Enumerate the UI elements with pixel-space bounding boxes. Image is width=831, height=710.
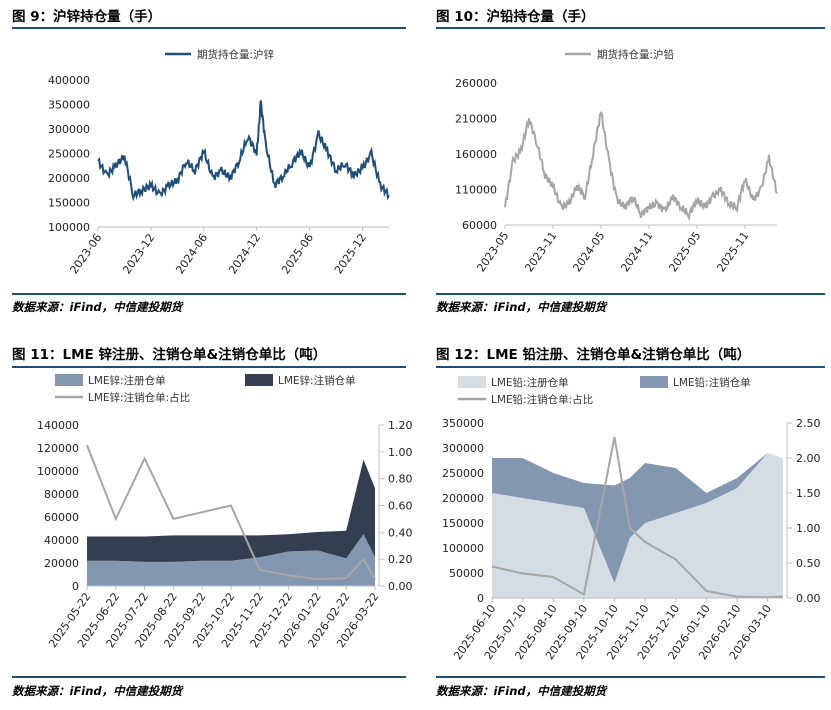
y-tick-label: 350000 bbox=[48, 99, 90, 112]
legend-label-pb-open-interest: 期货持仓量:沪铅 bbox=[597, 48, 675, 61]
y2-tick-label: 0.80 bbox=[388, 473, 413, 486]
y2-tick-label: 0.50 bbox=[796, 557, 821, 570]
chart-title-lme-zn-warrants: 图 11：LME 锌注册、注销仓单&注销仓单比（吨） bbox=[12, 347, 327, 363]
y2-tick-label: 0.00 bbox=[796, 592, 821, 605]
x-tick-label: 2023-11 bbox=[522, 229, 559, 274]
footer-rule bbox=[436, 676, 825, 678]
legend-label-lme-zn-2: LME锌:注销仓单:占比 bbox=[88, 391, 190, 404]
y-tick-label: 40000 bbox=[44, 534, 79, 547]
footer-rule bbox=[12, 293, 406, 295]
y2-tick-label: 2.00 bbox=[796, 452, 821, 465]
legend-label-lme-zn-0: LME锌:注册仓单 bbox=[88, 374, 166, 387]
footer-rule bbox=[12, 676, 406, 678]
x-tick-label: 2024-05 bbox=[570, 229, 607, 274]
x-tick-label: 2025-12 bbox=[332, 231, 369, 276]
x-tick-label: 2025-11 bbox=[714, 229, 751, 274]
series-line-pb-open-interest bbox=[504, 110, 778, 222]
line-lme-zn-ratio bbox=[86, 444, 376, 581]
y-tick-label: 50000 bbox=[449, 567, 484, 580]
source-note: 数据来源：iFind，中信建投期货 bbox=[12, 684, 183, 698]
chart-title-lme-pb-warrants: 图 12：LME 铅注册、注销仓单&注销仓单比（吨） bbox=[436, 347, 751, 363]
chart-title-pb-open-interest: 图 10：沪铅持仓量（手） bbox=[436, 9, 595, 25]
y-tick-label: 100000 bbox=[442, 542, 484, 555]
x-tick-label: 2025-06 bbox=[279, 231, 316, 276]
area-lme-zn-registered bbox=[87, 534, 375, 586]
y-tick-label: 210000 bbox=[455, 113, 497, 126]
legend-label-lme-pb-2: LME铅:注销仓单:占比 bbox=[491, 393, 593, 406]
title-rule bbox=[12, 366, 406, 368]
y2-tick-label: 0.60 bbox=[388, 500, 413, 513]
x-tick-label: 2024-12 bbox=[226, 231, 263, 276]
legend-label-lme-zn-1: LME锌:注销仓单 bbox=[278, 374, 356, 387]
y-tick-label: 250000 bbox=[48, 148, 90, 161]
y2-tick-label: 0.00 bbox=[388, 580, 413, 593]
legend-swatch-lme-zn-0 bbox=[55, 374, 83, 386]
y-tick-label: 250000 bbox=[442, 467, 484, 480]
y-tick-label: 150000 bbox=[442, 517, 484, 530]
title-rule bbox=[12, 27, 406, 29]
y-tick-label: 120000 bbox=[37, 442, 79, 455]
line-lme-pb-ratio bbox=[491, 436, 784, 599]
y-tick-label: 110000 bbox=[455, 184, 497, 197]
x-tick-label: 2023-12 bbox=[120, 231, 157, 276]
y-tick-label: 100000 bbox=[37, 465, 79, 478]
source-note: 数据来源：iFind，中信建投期货 bbox=[12, 300, 183, 314]
legend-label-lme-pb-0: LME铅:注册仓单 bbox=[491, 376, 569, 389]
y-tick-label: 60000 bbox=[462, 219, 497, 232]
y-tick-label: 200000 bbox=[48, 172, 90, 185]
y2-tick-label: 1.20 bbox=[388, 419, 413, 432]
y-tick-label: 300000 bbox=[442, 442, 484, 455]
y-tick-label: 150000 bbox=[48, 197, 90, 210]
y2-tick-label: 2.50 bbox=[796, 417, 821, 430]
y-tick-label: 0 bbox=[477, 592, 484, 605]
y2-tick-label: 0.20 bbox=[388, 553, 413, 566]
y-tick-label: 400000 bbox=[48, 74, 90, 87]
x-tick-label: 2024-11 bbox=[618, 229, 655, 274]
title-rule bbox=[436, 27, 825, 29]
y-tick-label: 100000 bbox=[48, 221, 90, 234]
y-tick-label: 350000 bbox=[442, 417, 484, 430]
y2-tick-label: 1.00 bbox=[388, 446, 413, 459]
y-tick-label: 200000 bbox=[442, 492, 484, 505]
area-lme-pb-registered bbox=[492, 453, 783, 598]
y-tick-label: 160000 bbox=[455, 148, 497, 161]
legend-label-zn-open-interest: 期货持仓量:沪锌 bbox=[197, 48, 275, 61]
area-lme-pb-cancelled bbox=[492, 453, 783, 583]
chart-title-zn-open-interest: 图 9：沪锌持仓量（手） bbox=[12, 9, 162, 25]
legend-swatch-lme-pb-0 bbox=[458, 376, 486, 388]
y-tick-label: 260000 bbox=[455, 77, 497, 90]
x-tick-label: 2025-05 bbox=[666, 229, 703, 274]
y-tick-label: 140000 bbox=[37, 419, 79, 432]
legend-swatch-lme-zn-1 bbox=[245, 374, 273, 386]
y2-tick-label: 0.40 bbox=[388, 526, 413, 539]
source-note: 数据来源：iFind，中信建投期货 bbox=[436, 300, 607, 314]
x-tick-label: 2023-05 bbox=[474, 229, 511, 274]
area-lme-zn-cancelled bbox=[87, 459, 375, 562]
y-tick-label: 20000 bbox=[44, 557, 79, 570]
y-tick-label: 80000 bbox=[44, 488, 79, 501]
y-tick-label: 300000 bbox=[48, 123, 90, 136]
x-tick-label: 2023-06 bbox=[67, 231, 104, 276]
y2-tick-label: 1.50 bbox=[796, 487, 821, 500]
legend-swatch-lme-pb-1 bbox=[640, 376, 668, 388]
y-tick-label: 0 bbox=[72, 580, 79, 593]
title-rule bbox=[436, 366, 825, 368]
source-note: 数据来源：iFind，中信建投期货 bbox=[436, 684, 607, 698]
x-tick-label: 2024-06 bbox=[173, 231, 210, 276]
legend-label-lme-pb-1: LME铅:注销仓单 bbox=[673, 376, 751, 389]
y-tick-label: 60000 bbox=[44, 511, 79, 524]
y2-tick-label: 1.00 bbox=[796, 522, 821, 535]
footer-rule bbox=[436, 293, 825, 295]
series-line-zn-open-interest bbox=[97, 100, 390, 202]
